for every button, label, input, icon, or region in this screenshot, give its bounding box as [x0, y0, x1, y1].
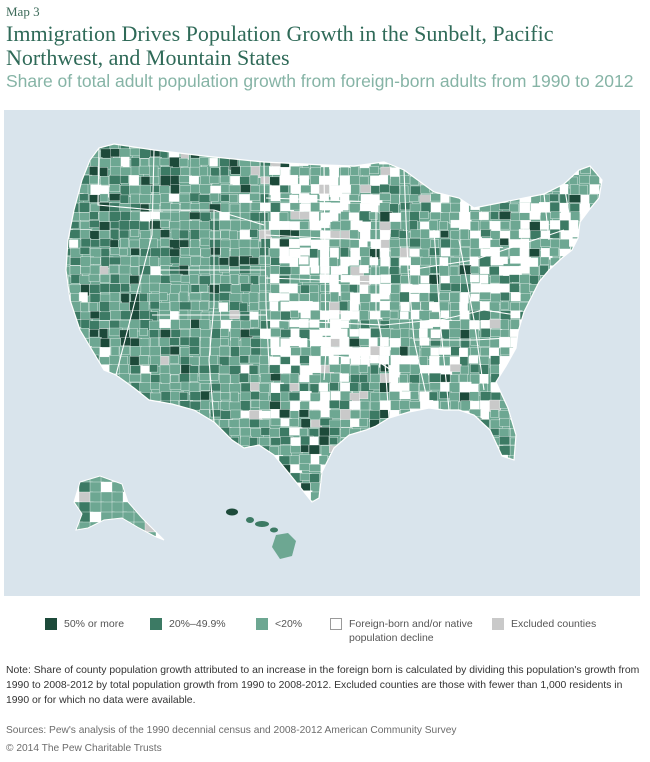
legend-label-excluded: Excluded counties [511, 618, 597, 630]
note-text: Note: Share of county population growth … [6, 665, 640, 706]
legend: 50% or more 20%–49.9% <20% Foreign-born … [0, 614, 650, 650]
legend-swatch-excluded [492, 618, 504, 630]
alaska [74, 476, 164, 540]
page-subtitle: Share of total adult population growth f… [6, 71, 634, 91]
legend-label-decline: Foreign-born and/or native population de… [349, 618, 473, 644]
contiguous-us [66, 144, 602, 502]
legend-swatch-20-49 [150, 618, 162, 630]
legend-swatch-decline [330, 618, 342, 630]
map-label: Map 3 [6, 4, 40, 19]
state-borders [97, 147, 571, 423]
legend-label-20-49: 20%–49.9% [169, 618, 226, 630]
legend-swatch-50-plus [45, 618, 57, 630]
copyright-text: © 2014 The Pew Charitable Trusts [6, 743, 162, 754]
sources-text: Sources: Pew's analysis of the 1990 dece… [6, 725, 457, 736]
legend-label-under-20: <20% [275, 618, 303, 630]
alaska-outline [73, 475, 165, 541]
contiguous-us-outline [65, 143, 603, 503]
map-svg [65, 143, 603, 559]
legend-label-50-plus: 50% or more [64, 618, 125, 630]
legend-swatch-under-20 [256, 618, 268, 630]
us-county-map [4, 110, 640, 596]
page-title: Immigration Drives Population Growth in … [6, 21, 554, 70]
hawaii [226, 508, 296, 559]
